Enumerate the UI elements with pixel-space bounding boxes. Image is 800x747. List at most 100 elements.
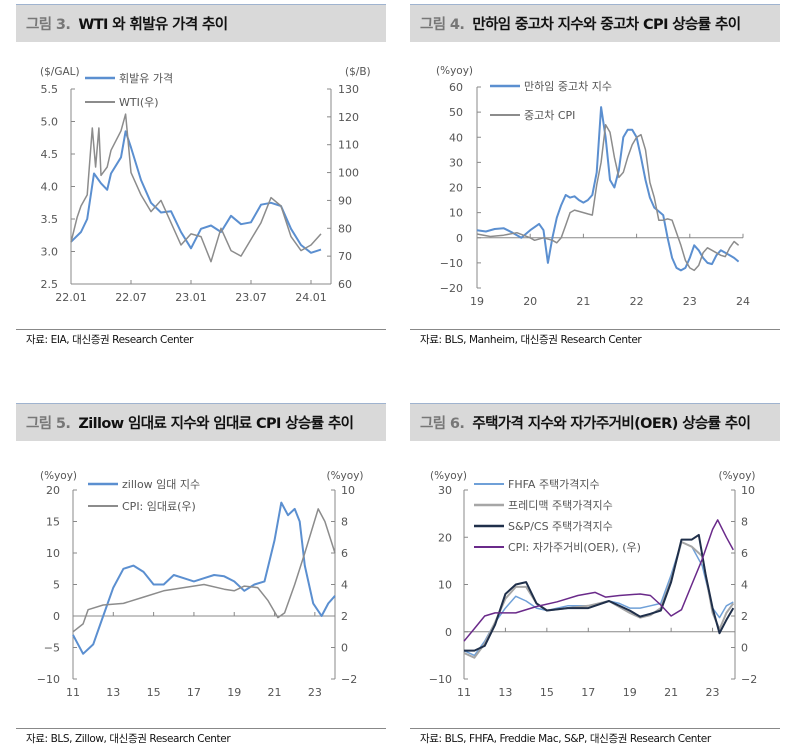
figure-5-source: 자료: BLS, Zillow, 대신증권 Research Center bbox=[26, 733, 231, 745]
y-tick-label: 10 bbox=[438, 579, 452, 592]
figure-4-source: 자료: BLS, Manheim, 대신증권 Research Center bbox=[420, 334, 642, 346]
y-tick-label-right: 90 bbox=[338, 194, 352, 207]
y-tick-label: 10 bbox=[46, 547, 60, 560]
x-tick-label: 15 bbox=[540, 686, 554, 699]
legend-label: S&P/CS 주택가격지수 bbox=[508, 520, 613, 533]
y-tick-label: 4.5 bbox=[41, 148, 59, 161]
x-tick-label: 13 bbox=[106, 686, 120, 699]
y-tick-label: −5 bbox=[44, 642, 60, 655]
x-tick-label: 17 bbox=[581, 686, 595, 699]
y-tick-label: 3.0 bbox=[41, 246, 59, 259]
y-axis-unit-right: (%yoy) bbox=[326, 470, 363, 482]
y-axis-unit-left: (%yoy) bbox=[436, 65, 473, 77]
y-tick-label-right: 2 bbox=[341, 610, 348, 623]
legend-label: 휘발유 가격 bbox=[119, 72, 173, 85]
series-line bbox=[463, 519, 734, 642]
y-tick-label: 30 bbox=[449, 156, 463, 169]
y-tick-label-right: 80 bbox=[338, 222, 352, 235]
legend-label: 중고차 CPI bbox=[524, 109, 575, 122]
figure-6-source: 자료: BLS, FHFA, Freddie Mac, S&P, 대신증권 Re… bbox=[420, 733, 711, 745]
x-tick-label: 15 bbox=[147, 686, 161, 699]
x-tick-label: 19 bbox=[227, 686, 241, 699]
y-tick-label: 2.5 bbox=[41, 278, 59, 291]
x-tick-label: 23.01 bbox=[175, 291, 207, 304]
legend-label: 만하임 중고차 지수 bbox=[524, 79, 612, 93]
figure-4-title: 그림 4. 만하임 중고차 지수와 중고차 CPI 상승률 추이 bbox=[410, 4, 780, 42]
y-tick-label: 40 bbox=[449, 131, 463, 144]
series-line bbox=[70, 130, 322, 254]
y-tick-label-right: 6 bbox=[741, 547, 748, 560]
series-line bbox=[70, 113, 322, 263]
x-tick-label: 23 bbox=[706, 686, 720, 699]
x-tick-label: 23.07 bbox=[235, 291, 267, 304]
y-tick-label-right: 0 bbox=[741, 642, 748, 655]
x-tick-label: 19 bbox=[623, 686, 637, 699]
figure-6-title: 그림 6. 주택가격 지수와 자가주거비(OER) 상승률 추이 bbox=[410, 403, 780, 441]
y-tick-label-right: 8 bbox=[341, 516, 348, 529]
y-tick-label-right: 0 bbox=[341, 642, 348, 655]
figure-3-title: 그림 3. WTI 와 휘발유 가격 추이 bbox=[16, 4, 386, 42]
y-tick-label-right: 6 bbox=[341, 547, 348, 560]
y-tick-label: 3.5 bbox=[41, 213, 59, 226]
y-tick-label: 20 bbox=[46, 484, 60, 497]
x-tick-label: 23 bbox=[683, 295, 697, 308]
x-tick-label: 24.01 bbox=[295, 291, 327, 304]
legend-label: WTI(우) bbox=[119, 96, 159, 109]
figure-number: 그림 4. bbox=[420, 17, 465, 33]
y-tick-label-right: 4 bbox=[741, 579, 748, 592]
y-tick-label: −20 bbox=[440, 282, 463, 295]
legend-label: CPI: 자가주거비(OER), (우) bbox=[508, 541, 641, 554]
series-line bbox=[464, 533, 735, 652]
series-line bbox=[476, 123, 740, 272]
y-tick-label: −10 bbox=[429, 673, 452, 686]
y-tick-label-right: −2 bbox=[341, 673, 357, 686]
x-tick-label: 11 bbox=[66, 686, 80, 699]
y-tick-label-right: 4 bbox=[341, 579, 348, 592]
y-axis-unit-left: (%yoy) bbox=[430, 470, 467, 482]
x-tick-label: 20 bbox=[523, 295, 537, 308]
y-tick-label: 15 bbox=[46, 516, 60, 529]
y-axis-unit-right: ($/B) bbox=[345, 66, 371, 78]
x-tick-label: 23 bbox=[308, 686, 322, 699]
x-tick-label: 22 bbox=[630, 295, 644, 308]
figure-title: WTI 와 휘발유 가격 추이 bbox=[78, 17, 228, 33]
y-tick-label-right: 60 bbox=[338, 278, 352, 291]
figure-title: Zillow 임대료 지수와 임대료 CPI 상승률 추이 bbox=[78, 416, 354, 432]
y-axis-unit-left: (%yoy) bbox=[40, 470, 77, 482]
figure-title: 만하임 중고차 지수와 중고차 CPI 상승률 추이 bbox=[472, 17, 741, 33]
y-tick-label: 30 bbox=[438, 484, 452, 497]
y-tick-label: 20 bbox=[449, 182, 463, 195]
y-tick-label: −10 bbox=[37, 673, 60, 686]
figure-number: 그림 5. bbox=[26, 416, 71, 432]
y-tick-label: 50 bbox=[449, 106, 463, 119]
x-tick-label: 21 bbox=[664, 686, 678, 699]
y-tick-label: 0 bbox=[445, 626, 452, 639]
series-line bbox=[476, 106, 740, 272]
x-tick-label: 22.01 bbox=[55, 291, 87, 304]
y-tick-label: 60 bbox=[449, 81, 463, 94]
source-divider bbox=[410, 329, 780, 330]
y-tick-label-right: 100 bbox=[338, 167, 359, 180]
y-tick-label-right: 2 bbox=[741, 610, 748, 623]
legend-label: 프레디맥 주택가격지수 bbox=[508, 499, 613, 512]
y-tick-label-right: 10 bbox=[741, 484, 755, 497]
legend-label: zillow 임대 지수 bbox=[122, 478, 200, 491]
y-tick-label: 0 bbox=[53, 610, 60, 623]
x-tick-label: 22.07 bbox=[115, 291, 147, 304]
chart-3: 5.5 5.0 4.5 4.0 3.5 3.0 2.5 ($/GAL) 130 120 110 100… bbox=[40, 66, 371, 304]
y-tick-label: −10 bbox=[440, 257, 463, 270]
y-tick-label-right: 110 bbox=[338, 139, 359, 152]
legend-label: FHFA 주택가격지수 bbox=[508, 478, 600, 491]
x-tick-label: 13 bbox=[498, 686, 512, 699]
y-tick-label: 5 bbox=[53, 579, 60, 592]
source-divider bbox=[16, 728, 386, 729]
y-tick-label-right: 130 bbox=[338, 83, 359, 96]
figure-3-source: 자료: EIA, 대신증권 Research Center bbox=[26, 334, 194, 346]
y-tick-label: 0 bbox=[456, 232, 463, 245]
x-tick-label: 21 bbox=[268, 686, 282, 699]
x-tick-label: 21 bbox=[576, 295, 590, 308]
x-tick-label: 19 bbox=[470, 295, 484, 308]
x-tick-label: 11 bbox=[457, 686, 471, 699]
